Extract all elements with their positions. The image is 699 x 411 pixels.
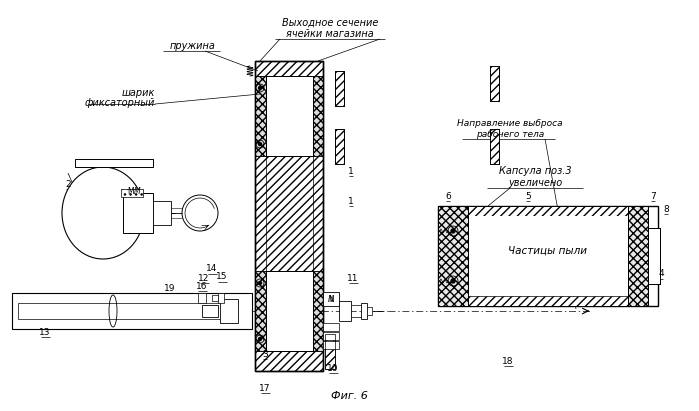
Bar — [323, 332, 339, 340]
Circle shape — [259, 337, 261, 340]
Bar — [468, 216, 628, 296]
Text: Выходное сечение: Выходное сечение — [282, 18, 378, 28]
Text: 2: 2 — [65, 180, 71, 189]
Bar — [313, 271, 323, 351]
Text: 19: 19 — [164, 284, 175, 293]
Bar — [490, 66, 499, 101]
Bar — [202, 305, 218, 317]
Bar — [490, 129, 499, 164]
Bar — [75, 159, 153, 167]
Bar — [313, 76, 323, 156]
Bar — [648, 228, 660, 284]
Bar — [266, 76, 313, 156]
Bar — [323, 341, 339, 349]
Bar — [212, 295, 218, 301]
Text: 15: 15 — [216, 272, 228, 281]
Text: 11: 11 — [347, 274, 359, 283]
Text: Частицы пыли: Частицы пыли — [508, 246, 587, 256]
Bar — [266, 271, 313, 351]
Text: шарик: шарик — [122, 88, 155, 98]
Circle shape — [451, 279, 455, 283]
Bar — [121, 189, 143, 197]
Text: 18: 18 — [503, 357, 514, 366]
Bar — [313, 271, 323, 351]
Bar — [335, 129, 344, 164]
Bar — [12, 293, 252, 329]
Text: 6: 6 — [445, 192, 451, 201]
Bar — [335, 129, 344, 164]
Bar — [218, 293, 224, 303]
Bar — [339, 301, 351, 321]
Circle shape — [259, 143, 261, 145]
Bar — [255, 61, 323, 371]
Bar — [490, 66, 499, 101]
Bar — [335, 71, 344, 106]
Circle shape — [451, 229, 455, 233]
Bar — [468, 296, 628, 306]
Text: N: N — [328, 295, 334, 303]
Bar — [255, 271, 266, 351]
Bar — [255, 76, 266, 156]
Bar — [325, 334, 335, 369]
Text: 1: 1 — [348, 167, 354, 176]
Text: рабочего тела: рабочего тела — [476, 130, 544, 139]
Ellipse shape — [62, 167, 144, 259]
Text: M: M — [128, 187, 134, 196]
Text: 5: 5 — [525, 192, 531, 201]
Bar — [323, 323, 339, 331]
Text: Фиг. 6: Фиг. 6 — [331, 391, 368, 401]
Bar — [266, 156, 313, 271]
Bar — [468, 206, 628, 216]
Bar — [438, 206, 468, 306]
Circle shape — [259, 86, 261, 90]
Bar — [468, 206, 628, 306]
Bar — [335, 71, 344, 106]
Bar — [266, 76, 313, 156]
Text: 14: 14 — [206, 264, 217, 273]
Text: N: N — [328, 295, 334, 303]
Text: 13: 13 — [39, 328, 51, 337]
Text: M: M — [134, 187, 140, 196]
Bar — [367, 307, 372, 315]
Text: 7: 7 — [650, 192, 656, 201]
Text: ячейки магазина: ячейки магазина — [286, 29, 374, 39]
Bar — [325, 334, 335, 369]
Bar — [313, 76, 323, 156]
Text: 12: 12 — [199, 274, 210, 283]
Bar — [361, 303, 367, 319]
Text: 3: 3 — [262, 350, 268, 359]
Text: 17: 17 — [259, 384, 271, 393]
Bar — [628, 206, 648, 306]
Text: 10: 10 — [327, 364, 339, 373]
Text: Капсула поз.3: Капсула поз.3 — [498, 166, 571, 176]
Text: пружина: пружина — [170, 41, 216, 51]
Bar — [266, 156, 313, 271]
Bar — [255, 61, 323, 371]
Bar — [255, 271, 266, 351]
Text: 16: 16 — [196, 282, 208, 291]
Bar — [323, 292, 339, 306]
Bar — [123, 193, 153, 233]
Text: 1: 1 — [348, 197, 354, 206]
Bar — [648, 228, 660, 284]
Bar — [153, 201, 171, 225]
Bar — [198, 293, 206, 303]
Bar — [490, 129, 499, 164]
Bar — [438, 206, 658, 306]
Text: 4: 4 — [658, 269, 664, 278]
Text: Направление выброса: Направление выброса — [457, 119, 563, 128]
Bar — [220, 299, 238, 323]
Bar — [266, 271, 313, 351]
Bar — [438, 206, 468, 306]
Circle shape — [259, 282, 261, 284]
Text: увеличено: увеличено — [508, 178, 562, 188]
Bar — [255, 76, 266, 156]
Bar — [628, 206, 648, 306]
Bar — [18, 303, 233, 319]
Text: фиксаторный: фиксаторный — [85, 98, 155, 108]
Text: 8: 8 — [663, 205, 669, 214]
